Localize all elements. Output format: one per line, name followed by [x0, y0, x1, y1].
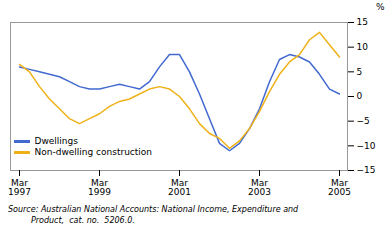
- svg-text:Mar1997: Mar1997: [8, 178, 31, 197]
- svg-text:−10: −10: [357, 141, 376, 151]
- svg-text:Mar2003: Mar2003: [248, 178, 271, 197]
- svg-text:10: 10: [357, 42, 369, 52]
- svg-text:−5: −5: [357, 116, 370, 126]
- svg-text:15: 15: [357, 17, 368, 27]
- svg-text:0: 0: [357, 91, 363, 101]
- html-text:Non-dwelling construction: Non-dwelling construction: [34, 147, 153, 157]
- svg-text:%: %: [376, 2, 385, 12]
- html-text:Dwellings: Dwellings: [34, 136, 78, 146]
- svg-text:Mar1999: Mar1999: [88, 178, 111, 197]
- svg-text:5: 5: [357, 67, 363, 77]
- svg-text:Mar2001: Mar2001: [168, 178, 191, 197]
- svg-text:Mar2005: Mar2005: [328, 178, 351, 197]
- html-text:Product, cat. no. 5206.0.: Product, cat. no. 5206.0.: [8, 216, 135, 225]
- svg-text:−15: −15: [357, 165, 376, 175]
- html-text:Source: Australian National Ac: Source: Australian National Accounts: Na…: [8, 205, 299, 214]
